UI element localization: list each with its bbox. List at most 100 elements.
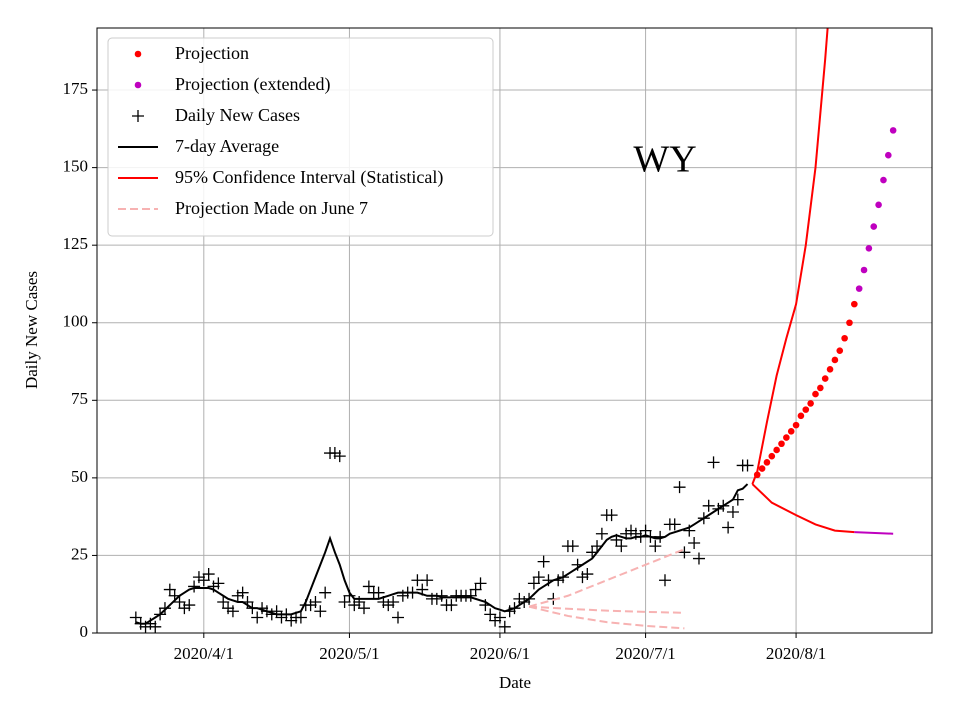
- case-point: [673, 481, 686, 494]
- legend-label: Daily New Cases: [175, 105, 300, 125]
- projection-point: [865, 244, 873, 252]
- case-point: [474, 577, 487, 590]
- case-point: [489, 614, 502, 627]
- case-point: [328, 447, 341, 460]
- x-tick-label: 2020/8/1: [766, 644, 826, 663]
- projection-point: [870, 223, 878, 230]
- projection-point: [875, 201, 882, 209]
- projection-point: [831, 356, 839, 364]
- plot-marks: [129, 28, 897, 633]
- projection-point: [880, 176, 887, 184]
- plot-frame: [96, 27, 933, 634]
- projection-point: [792, 421, 800, 429]
- legend-label: Projection: [175, 43, 249, 63]
- case-point: [178, 602, 191, 615]
- series-line: [854, 531, 894, 535]
- case-point: [605, 509, 618, 522]
- projection-point: [846, 319, 853, 327]
- legend-marker: [134, 81, 142, 89]
- projection-point: [763, 459, 771, 466]
- case-point: [183, 599, 196, 612]
- case-point: [741, 459, 754, 472]
- series-line: [529, 605, 685, 614]
- legend-box: [107, 37, 494, 237]
- case-point: [688, 537, 701, 550]
- projection-point: [812, 390, 819, 398]
- case-point: [226, 605, 239, 618]
- projection-point: [807, 400, 814, 407]
- case-point: [595, 527, 608, 540]
- projection-point: [885, 151, 892, 159]
- case-point: [319, 586, 332, 599]
- projection-point: [836, 347, 844, 354]
- case-point: [658, 574, 671, 587]
- case-point: [576, 571, 589, 584]
- legend-label: 7-day Average: [175, 136, 279, 156]
- case-point: [149, 620, 162, 633]
- y-tick-label: 25: [71, 544, 88, 563]
- legend-marker: [134, 50, 142, 58]
- case-point: [469, 583, 482, 596]
- legend-label: Projection Made on June 7: [175, 198, 368, 218]
- projection-point: [889, 127, 897, 134]
- case-point: [222, 602, 235, 615]
- case-point: [484, 608, 497, 621]
- case-point: [493, 611, 506, 624]
- x-tick-label: 2020/6/1: [470, 644, 530, 663]
- case-point: [615, 540, 628, 553]
- series-line: [528, 548, 685, 608]
- case-point: [285, 614, 298, 627]
- case-point: [668, 518, 681, 531]
- series-line: [751, 483, 855, 534]
- case-point: [726, 506, 739, 518]
- projection-point: [821, 375, 829, 382]
- case-point: [212, 577, 225, 590]
- projection-point: [817, 384, 824, 392]
- case-point: [251, 611, 264, 624]
- case-point: [333, 450, 346, 463]
- case-point: [348, 599, 361, 612]
- projection-point: [778, 440, 785, 448]
- projection-point: [860, 266, 868, 274]
- case-point: [188, 580, 201, 593]
- case-point: [649, 540, 662, 553]
- case-point: [566, 540, 579, 553]
- y-tick-label: 0: [80, 622, 89, 641]
- case-point: [192, 571, 205, 584]
- case-point: [391, 611, 404, 624]
- legend-label: 95% Confidence Interval (Statistical): [175, 167, 443, 188]
- projection-point: [783, 434, 790, 441]
- projection-point: [787, 428, 795, 435]
- case-point: [537, 555, 550, 568]
- case-point: [498, 620, 511, 633]
- x-tick-label: 2020/4/1: [174, 644, 234, 663]
- legend: Projection Projection (extended) Daily New…: [107, 37, 494, 237]
- case-point: [707, 456, 720, 469]
- series-line: [528, 605, 685, 630]
- projection-point: [797, 412, 805, 420]
- case-point: [464, 589, 477, 602]
- case-point: [314, 605, 327, 618]
- case-point: [527, 577, 540, 590]
- y-tick-label: 150: [63, 157, 89, 176]
- case-point: [372, 586, 385, 599]
- case-point: [358, 602, 371, 615]
- projection-point: [758, 465, 766, 472]
- y-tick-label: 125: [63, 234, 89, 253]
- case-point: [202, 568, 215, 581]
- case-point: [362, 580, 375, 593]
- series-line: [751, 28, 829, 485]
- case-point: [197, 574, 210, 587]
- case-point: [217, 595, 230, 608]
- annotation: WY: [633, 139, 696, 181]
- case-point: [163, 583, 176, 596]
- case-point: [309, 595, 322, 608]
- case-point: [294, 611, 307, 624]
- legend-label: Projection (extended): [175, 74, 330, 95]
- case-point: [231, 589, 244, 602]
- case-point: [722, 521, 735, 534]
- legend-marker: [132, 110, 144, 122]
- y-tick-label: 75: [71, 389, 88, 408]
- y-tick-label: 100: [63, 312, 89, 331]
